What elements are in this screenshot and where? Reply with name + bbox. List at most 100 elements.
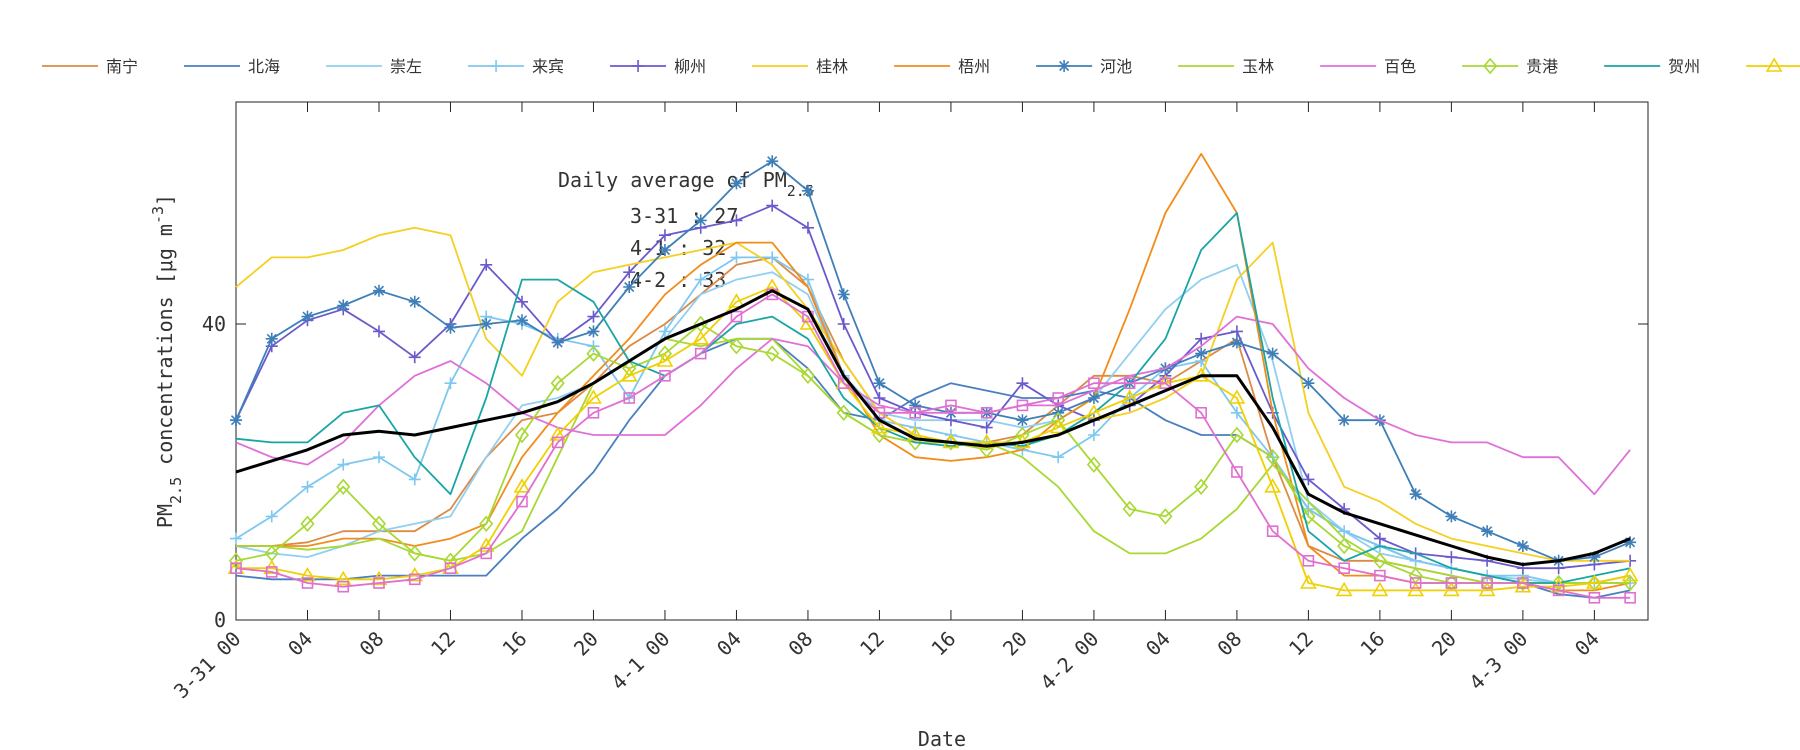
marker [480, 318, 493, 330]
marker [301, 480, 314, 493]
marker [336, 478, 351, 496]
series-line [235, 315, 1631, 496]
marker [1338, 525, 1351, 538]
marker [371, 515, 387, 533]
marker [766, 199, 779, 212]
marker [909, 406, 921, 419]
legend-label: 贵港 [1526, 57, 1558, 76]
marker [1372, 552, 1387, 570]
marker [623, 266, 636, 279]
marker [1409, 488, 1422, 501]
marker [1016, 377, 1029, 390]
legend-marker [632, 60, 645, 72]
marker [1445, 551, 1458, 564]
marker [1445, 510, 1458, 523]
legend-label: 河池 [1100, 57, 1132, 76]
legend-label: 百色 [1384, 57, 1416, 76]
marker [1300, 574, 1317, 589]
marker [230, 562, 242, 575]
marker [1371, 581, 1389, 597]
marker [301, 577, 314, 589]
marker [766, 251, 779, 264]
marker [728, 293, 745, 308]
marker [1016, 414, 1029, 427]
legend-label: 玉林 [1242, 57, 1274, 76]
marker [1195, 332, 1208, 345]
annotation-line: 4-2 : 33 [630, 268, 726, 292]
marker [551, 336, 564, 349]
legend-label: 南宁 [106, 57, 138, 76]
marker [1517, 577, 1529, 589]
marker [585, 389, 602, 404]
annotation-title: Daily average of PM2.5 [558, 168, 814, 200]
marker [1016, 399, 1029, 412]
marker [1266, 525, 1279, 538]
marker [765, 345, 780, 362]
marker [1585, 574, 1603, 589]
legend-label: 崇左 [390, 57, 422, 76]
marker [1516, 540, 1529, 552]
marker [1052, 451, 1065, 464]
marker [1087, 392, 1100, 404]
marker [1049, 419, 1067, 434]
marker [1195, 406, 1207, 419]
marker [1407, 581, 1425, 597]
legend-marker-shape [1483, 57, 1498, 75]
legend-label: 桂林 [816, 57, 848, 76]
marker [230, 532, 242, 545]
marker [943, 434, 958, 451]
marker [516, 495, 528, 508]
marker [265, 332, 278, 345]
marker [694, 273, 707, 286]
y-axis-label-part: 2.5 [167, 477, 185, 504]
marker [730, 251, 743, 264]
marker [766, 155, 779, 168]
marker [407, 545, 422, 562]
marker [372, 451, 385, 464]
marker [980, 421, 993, 434]
marker [694, 347, 707, 360]
marker [729, 337, 744, 355]
marker [408, 295, 421, 308]
y-tick-label: 0 [214, 608, 226, 632]
marker [480, 547, 493, 560]
plot-frame [235, 101, 1649, 621]
marker [337, 580, 350, 593]
marker [801, 221, 814, 234]
marker [1229, 426, 1244, 444]
x-axis-label: Date [918, 727, 966, 750]
marker [549, 426, 567, 441]
marker [945, 399, 957, 412]
marker [1338, 414, 1351, 427]
y-axis-label: PM2.5 concentrations [μg m-3] [149, 194, 185, 528]
marker [373, 577, 385, 589]
marker [337, 458, 350, 471]
marker [586, 345, 601, 362]
marker [658, 244, 671, 256]
marker [444, 562, 457, 575]
series-line [235, 289, 1631, 566]
marker [623, 392, 636, 404]
series-line [235, 293, 1631, 599]
marker [1121, 389, 1139, 404]
marker [299, 567, 316, 582]
marker [1052, 392, 1064, 404]
marker [408, 573, 421, 586]
marker [1086, 456, 1101, 473]
annotation-title-part: 2.5 [787, 182, 814, 200]
marker [1266, 347, 1279, 360]
marker [800, 367, 816, 385]
marker [837, 288, 850, 301]
legend-label: 柳州 [674, 57, 706, 76]
marker [372, 284, 385, 297]
marker [873, 377, 886, 390]
marker [620, 367, 638, 382]
marker [730, 214, 743, 227]
y-axis-label-part: concentrations [μg m [153, 224, 177, 477]
marker [1264, 478, 1282, 493]
marker [1515, 574, 1530, 592]
marker [1624, 591, 1636, 604]
marker [873, 392, 886, 404]
